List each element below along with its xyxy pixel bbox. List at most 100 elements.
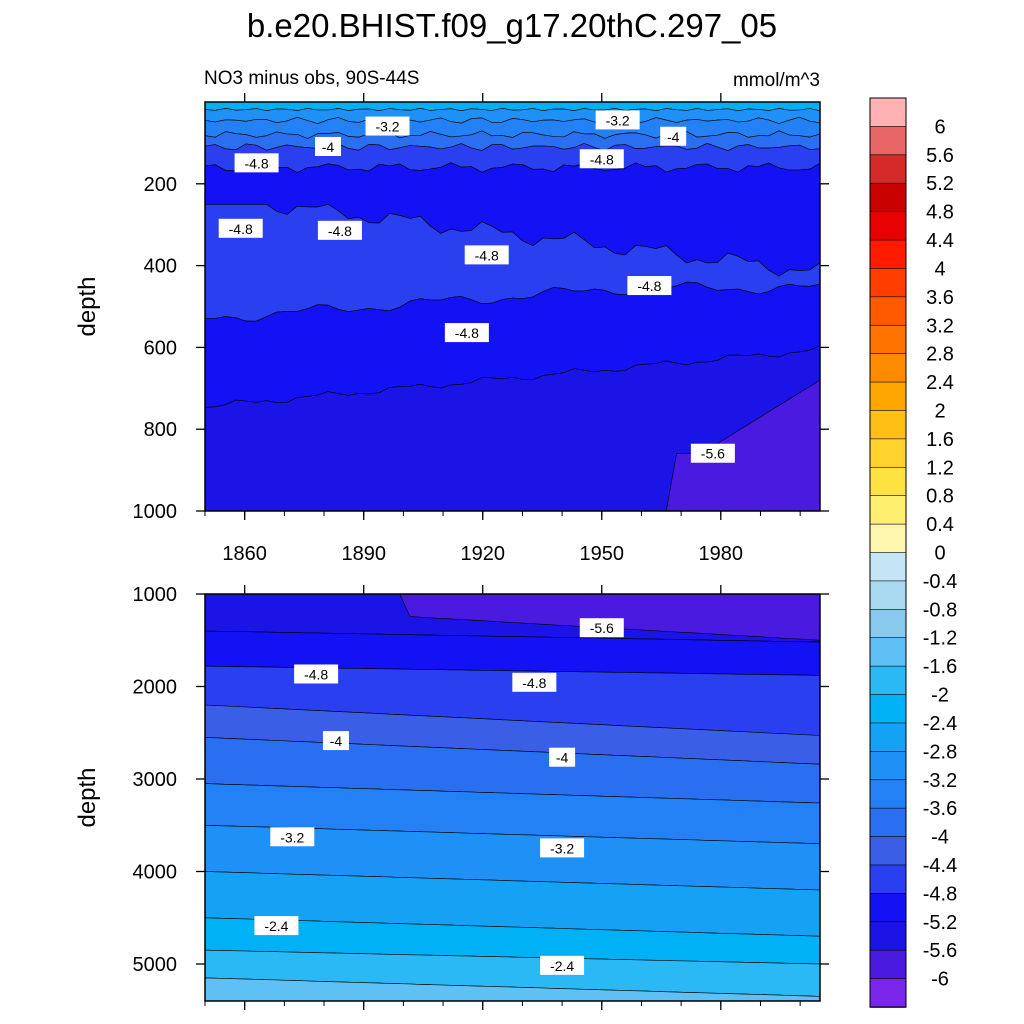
colorbar-label: -2.8	[923, 741, 957, 763]
colorbar-swatch	[869, 921, 907, 951]
colorbar-label: -0.4	[923, 571, 957, 593]
colorbar-swatch	[869, 580, 907, 611]
lower-contour-label: -4.8	[512, 672, 557, 692]
colorbar-swatch	[869, 154, 907, 185]
colorbar-label: 0.4	[926, 514, 954, 536]
colorbar-label: -6	[931, 969, 949, 991]
contour-label-box	[579, 618, 624, 638]
colorbar-label: -4.8	[923, 883, 957, 905]
colorbar-label: 3.6	[926, 287, 954, 309]
contour-label-box	[512, 672, 557, 692]
colorbar-swatch	[869, 353, 907, 383]
lower-contour-label: -3.2	[270, 827, 315, 847]
contour-label-text: -4.8	[590, 151, 614, 167]
contour-label-text: -2.4	[264, 918, 288, 934]
lower-contour-label: -4.8	[294, 664, 339, 684]
colorbar-label: -3.2	[923, 770, 957, 792]
upper-ytick-label: 600	[144, 337, 177, 359]
contour-label-box	[579, 149, 624, 169]
contour-label-text: -4	[556, 750, 569, 766]
colorbar-label: 6	[934, 116, 945, 138]
contour-label-box	[549, 747, 576, 767]
colorbar-swatch	[869, 97, 907, 128]
colorbar-label: 4.8	[926, 202, 954, 224]
colorbar-label: 4	[934, 258, 945, 280]
lower-ytick-label: 1000	[133, 584, 178, 606]
contour-label-box	[270, 827, 315, 847]
lower-contour-label: -4	[549, 747, 576, 767]
contour-label-box	[365, 116, 410, 136]
colorbar-label: 3.2	[926, 315, 954, 337]
colorbar-swatch	[869, 410, 907, 440]
lower-ytick-label: 2000	[133, 677, 178, 699]
colorbar-swatch	[869, 807, 907, 838]
upper-ytick-label: 1000	[133, 501, 178, 523]
colorbar-label: 0	[934, 543, 945, 565]
upper-frame	[204, 101, 821, 512]
lower-contour-label: -2.4	[540, 955, 585, 975]
colorbar-frame	[869, 97, 907, 1008]
colorbar-label: 5.6	[926, 145, 954, 167]
colorbar-label: 1.6	[926, 429, 954, 451]
upper-contour-label: -4.8	[627, 276, 672, 296]
colorbar-swatch	[869, 893, 907, 923]
lower-contour-label: -4	[322, 731, 349, 751]
contour-label-text: -4	[322, 139, 335, 155]
lower-ytick-label: 4000	[133, 862, 178, 884]
colorbar-swatch	[869, 609, 907, 639]
colorbar-label: -5.2	[923, 912, 957, 934]
contour-label-text: -2.4	[550, 958, 574, 974]
upper-ytick-label: 400	[144, 256, 177, 278]
lower-ytick-label: 5000	[133, 954, 178, 976]
contour-label-box	[254, 916, 299, 936]
contour-label-text: -3.2	[550, 840, 574, 856]
contour-label-text: -4.8	[637, 278, 661, 294]
contour-label-box	[660, 126, 687, 146]
contour-label-box	[627, 276, 672, 296]
colorbar-swatch	[869, 552, 907, 582]
contour-label-box	[540, 955, 585, 975]
contour-label-text: -4.8	[304, 666, 328, 682]
colorbar-label: 1.2	[926, 457, 954, 479]
lower-contour-label: -5.6	[579, 618, 624, 638]
colorbar-label: -1.2	[923, 628, 957, 650]
colorbar-label: -2	[931, 685, 949, 707]
colorbar-swatch	[869, 296, 907, 327]
colorbar-label: 2.8	[926, 344, 954, 366]
lower-panel: 1000 2000 3000 4000 5000 depth -5.6 -4.8 -4.8 -4 -…	[74, 584, 829, 1010]
upper-xtick-label: 1890	[341, 543, 386, 565]
contour-label-box	[464, 245, 509, 265]
contour-label-box	[322, 731, 349, 751]
contour-label-text: -4.8	[229, 221, 253, 237]
contour-label-text: -4.8	[245, 155, 269, 171]
contour-label-box	[317, 220, 362, 240]
colorbar-label: 2.4	[926, 372, 954, 394]
upper-panel: 1860 1890 1920 1950 1980 200 400 600 800 1000 dept…	[74, 93, 829, 565]
colorbar-label: -4.4	[923, 855, 957, 877]
colorbar-swatch	[869, 211, 907, 241]
contour-label-box	[540, 838, 585, 858]
colorbar-label: -4	[931, 827, 949, 849]
contour-label-text: -4.8	[328, 223, 352, 239]
contour-label-text: -3.2	[280, 829, 304, 845]
lower-contour-label: -3.2	[540, 838, 585, 858]
colorbar-swatch	[869, 864, 907, 895]
contour-label-text: -5.6	[590, 620, 614, 636]
lower-ylabel: depth	[74, 767, 101, 827]
upper-contour-label: -4	[660, 126, 687, 146]
upper-contour-label: -4.8	[234, 153, 279, 173]
upper-xtick-label: 1950	[580, 543, 625, 565]
contour-label-box	[595, 110, 640, 130]
contour-label-box	[218, 218, 263, 238]
colorbar-swatch	[869, 779, 907, 809]
colorbar-swatch	[869, 637, 907, 667]
contour-label-text: -4.8	[522, 675, 546, 691]
colorbar-swatch	[869, 694, 907, 724]
colorbar: 6 5.6 5.2 4.8 4.4 4 3.6 3.2 2.8 2.4 2 1.6 1.2 0.8 0.4 0…	[869, 97, 957, 1008]
contour-label-box	[234, 153, 279, 173]
contour-label-text: -4.8	[455, 325, 479, 341]
colorbar-swatch	[869, 182, 907, 213]
colorbar-swatch	[869, 268, 907, 298]
colorbar-label: 5.2	[926, 173, 954, 195]
